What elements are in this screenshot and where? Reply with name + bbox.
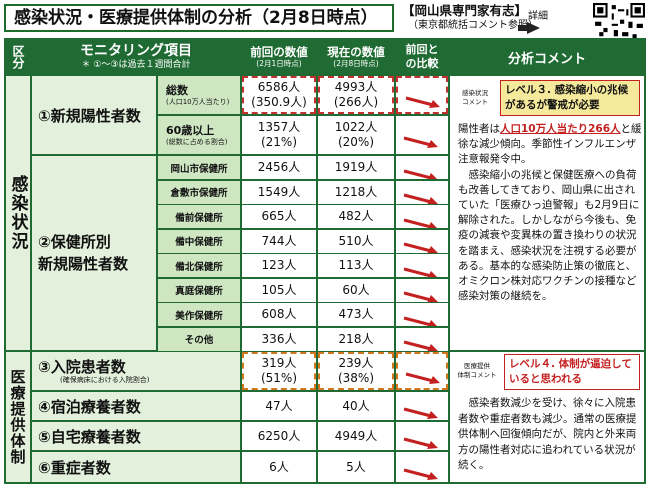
trend-down-arrow-icon: [403, 267, 438, 277]
health-center-prev-value: 123人: [242, 254, 316, 277]
header-compare: 前回との比較: [396, 40, 448, 74]
header-item: モニタリング項目 ＊ ①～③は過去１週間合計: [32, 40, 240, 74]
trend-down-arrow-icon: [403, 169, 438, 179]
over60-current-value: 1022人 (20%): [318, 116, 394, 154]
hospitalized-prev-value: 319人 (51%): [242, 352, 316, 390]
item-over60: 60歳以上 (総数に占める割合): [158, 116, 240, 154]
trend-down-arrow-icon: [405, 372, 440, 384]
health-center-prev-value: 1549人: [242, 180, 316, 204]
header-section: 区分: [6, 40, 30, 74]
trend-down-arrow-icon: [405, 96, 440, 108]
trend-down-arrow-icon: [403, 407, 438, 419]
health-center-current-value: 1218人: [318, 180, 394, 204]
hospitalized-current-value: 239人 (38%): [318, 352, 394, 390]
item-lodging: ④宿泊療養者数: [32, 392, 240, 420]
health-center-current-value: 482人: [318, 205, 394, 228]
item-severe: ⑥重症者数: [32, 452, 240, 482]
health-center-trend: [396, 229, 448, 253]
health-center-name: 備北保健所: [158, 254, 240, 277]
health-center-name: 美作保健所: [158, 303, 240, 326]
trend-down-arrow-icon: [403, 340, 438, 351]
lodging-prev-value: 47人: [242, 392, 316, 420]
trend-down-arrow-icon: [403, 193, 438, 204]
trend-down-arrow-icon: [403, 468, 438, 480]
over60-trend: [396, 116, 448, 154]
detail-arrow-head-icon: [527, 22, 540, 34]
item-hospitalized: ③入院患者数 (確保病床における入院割合): [32, 352, 240, 390]
total-trend: [396, 76, 448, 114]
infection-comment-tag: 感染状況 コメント: [452, 84, 498, 112]
medical-level: レベル４. 体制が逼迫していると思われる: [504, 354, 640, 390]
trend-down-arrow-icon: [403, 437, 438, 449]
section-medical: 医療提供体制: [6, 352, 30, 482]
detail-link[interactable]: 詳細: [528, 11, 548, 22]
health-center-current-value: 218人: [318, 327, 394, 351]
total-current-value: 4993人 (266人): [318, 76, 394, 114]
lodging-trend: [396, 392, 448, 420]
health-center-name: その他: [158, 327, 240, 351]
item-total: 総数 (人口10万人当たり): [158, 76, 240, 114]
expert-subtitle: （東京都統括コメント参照）: [408, 20, 538, 31]
health-center-trend: [396, 278, 448, 302]
item-home: ⑤自宅療養者数: [32, 422, 240, 450]
health-center-trend: [396, 205, 448, 228]
health-center-current-value: 1919人: [318, 156, 394, 179]
severe-trend: [396, 452, 448, 482]
health-center-name: 岡山市保健所: [158, 156, 240, 179]
total-prev-value: 6586人 (350.9人): [242, 76, 316, 114]
health-center-prev-value: 336人: [242, 327, 316, 351]
health-center-trend: [396, 156, 448, 179]
item-new-cases: ①新規陽性者数: [32, 76, 156, 154]
health-center-trend: [396, 327, 448, 351]
health-center-trend: [396, 180, 448, 204]
hospitalized-trend: [396, 352, 448, 390]
home-prev-value: 6250人: [242, 422, 316, 450]
header-comment: 分析コメント: [450, 40, 644, 74]
health-center-trend: [396, 303, 448, 326]
trend-down-arrow-icon: [403, 316, 438, 326]
health-center-current-value: 510人: [318, 229, 394, 253]
home-current-value: 4949人: [318, 422, 394, 450]
trend-down-arrow-icon: [403, 136, 438, 148]
page-title: 感染状況・医療提供体制の分析（2月8日時点）: [4, 4, 394, 32]
health-center-name: 真庭保健所: [158, 278, 240, 302]
header-prev: 前回の数値 (2月1日時点): [242, 40, 316, 74]
severe-current-value: 5人: [318, 452, 394, 482]
severe-prev-value: 6人: [242, 452, 316, 482]
health-center-current-value: 60人: [318, 278, 394, 302]
infection-comment-text: 陽性者は人口10万人当たり266人と緩徐な減少傾向。季節性インフルエンザ注意報発…: [458, 123, 642, 303]
medical-comment-tag: 医療提供 体制コメント: [452, 358, 502, 384]
header-current: 現在の数値 (2月8日時点): [318, 40, 394, 74]
health-center-name: 備前保健所: [158, 205, 240, 228]
health-center-prev-value: 2456人: [242, 156, 316, 179]
item-health-centers: ②保健所別 新規陽性者数: [32, 156, 156, 350]
health-center-prev-value: 744人: [242, 229, 316, 253]
over60-prev-value: 1357人 (21%): [242, 116, 316, 154]
expert-title: 【岡山県専門家有志】: [402, 3, 528, 18]
trend-down-arrow-icon: [403, 242, 438, 253]
infection-level: レベル３. 感染縮小の兆候があるが警戒が必要: [500, 80, 640, 116]
health-center-prev-value: 105人: [242, 278, 316, 302]
detail-arrow-icon: [518, 25, 528, 31]
trend-down-arrow-icon: [403, 291, 438, 302]
medical-comment-text: 感染者数減少を受け、徐々に入院患者数や重症者数も減少。通常の医療提供体制へ回復傾…: [458, 397, 637, 471]
health-center-current-value: 473人: [318, 303, 394, 326]
health-center-prev-value: 665人: [242, 205, 316, 228]
health-center-trend: [396, 254, 448, 277]
health-center-name: 倉敷市保健所: [158, 180, 240, 204]
health-center-name: 備中保健所: [158, 229, 240, 253]
home-trend: [396, 422, 448, 450]
health-center-prev-value: 608人: [242, 303, 316, 326]
trend-down-arrow-icon: [403, 218, 438, 228]
section-infection: 感染状況: [6, 76, 30, 350]
infection-comment-box: [450, 76, 644, 350]
health-center-current-value: 113人: [318, 254, 394, 277]
lodging-current-value: 40人: [318, 392, 394, 420]
